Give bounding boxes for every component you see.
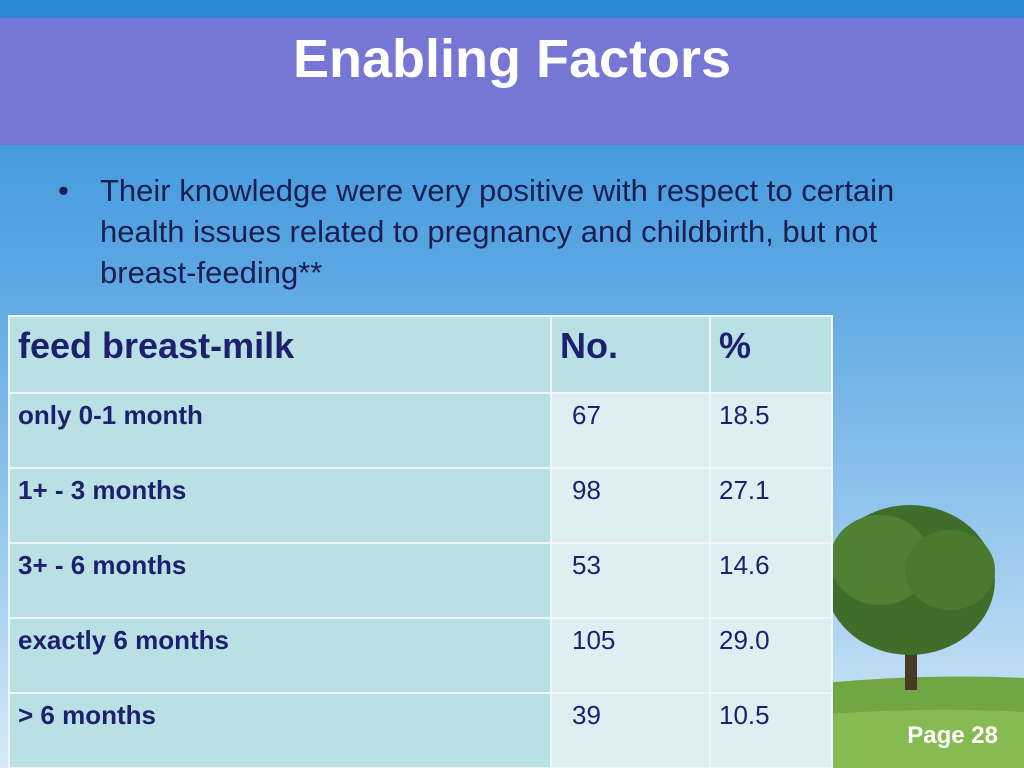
cell: 105 — [550, 617, 711, 694]
table-row: 1+ - 3 months 98 27.1 — [8, 467, 833, 544]
top-strip — [0, 0, 1024, 18]
row-label: 1+ - 3 months — [8, 467, 552, 544]
bullet-marker: • — [58, 173, 69, 208]
row-label: 3+ - 6 months — [8, 542, 552, 619]
header-cell: feed breast-milk — [8, 315, 552, 394]
cell: 98 — [550, 467, 711, 544]
title-band — [0, 18, 1024, 145]
header-cell: % — [709, 315, 833, 394]
cell: 53 — [550, 542, 711, 619]
cell: 10.5 — [709, 692, 833, 768]
table-row: exactly 6 months 105 29.0 — [8, 617, 833, 694]
cell: 29.0 — [709, 617, 833, 694]
slide-title: Enabling Factors — [292, 29, 732, 89]
row-label: exactly 6 months — [8, 617, 552, 694]
cell: 18.5 — [709, 392, 833, 469]
cell: 39 — [550, 692, 711, 768]
row-label: only 0-1 month — [8, 392, 552, 469]
page-number: Page 28 — [907, 722, 998, 749]
data-table: feed breast-milk No. % only 0-1 month 67 1… — [8, 315, 833, 768]
cell: 67 — [550, 392, 711, 469]
table-row: > 6 months 39 10.5 — [8, 692, 833, 768]
header-row: feed breast-milk No. % — [8, 315, 833, 394]
bullet-text: Their knowledge were very positive with … — [100, 173, 895, 290]
row-label: > 6 months — [8, 692, 552, 768]
cell: 27.1 — [709, 467, 833, 544]
table-row: only 0-1 month 67 18.5 — [8, 392, 833, 469]
table-row: 3+ - 6 months 53 14.6 — [8, 542, 833, 619]
header-cell: No. — [550, 315, 711, 394]
cell: 14.6 — [709, 542, 833, 619]
